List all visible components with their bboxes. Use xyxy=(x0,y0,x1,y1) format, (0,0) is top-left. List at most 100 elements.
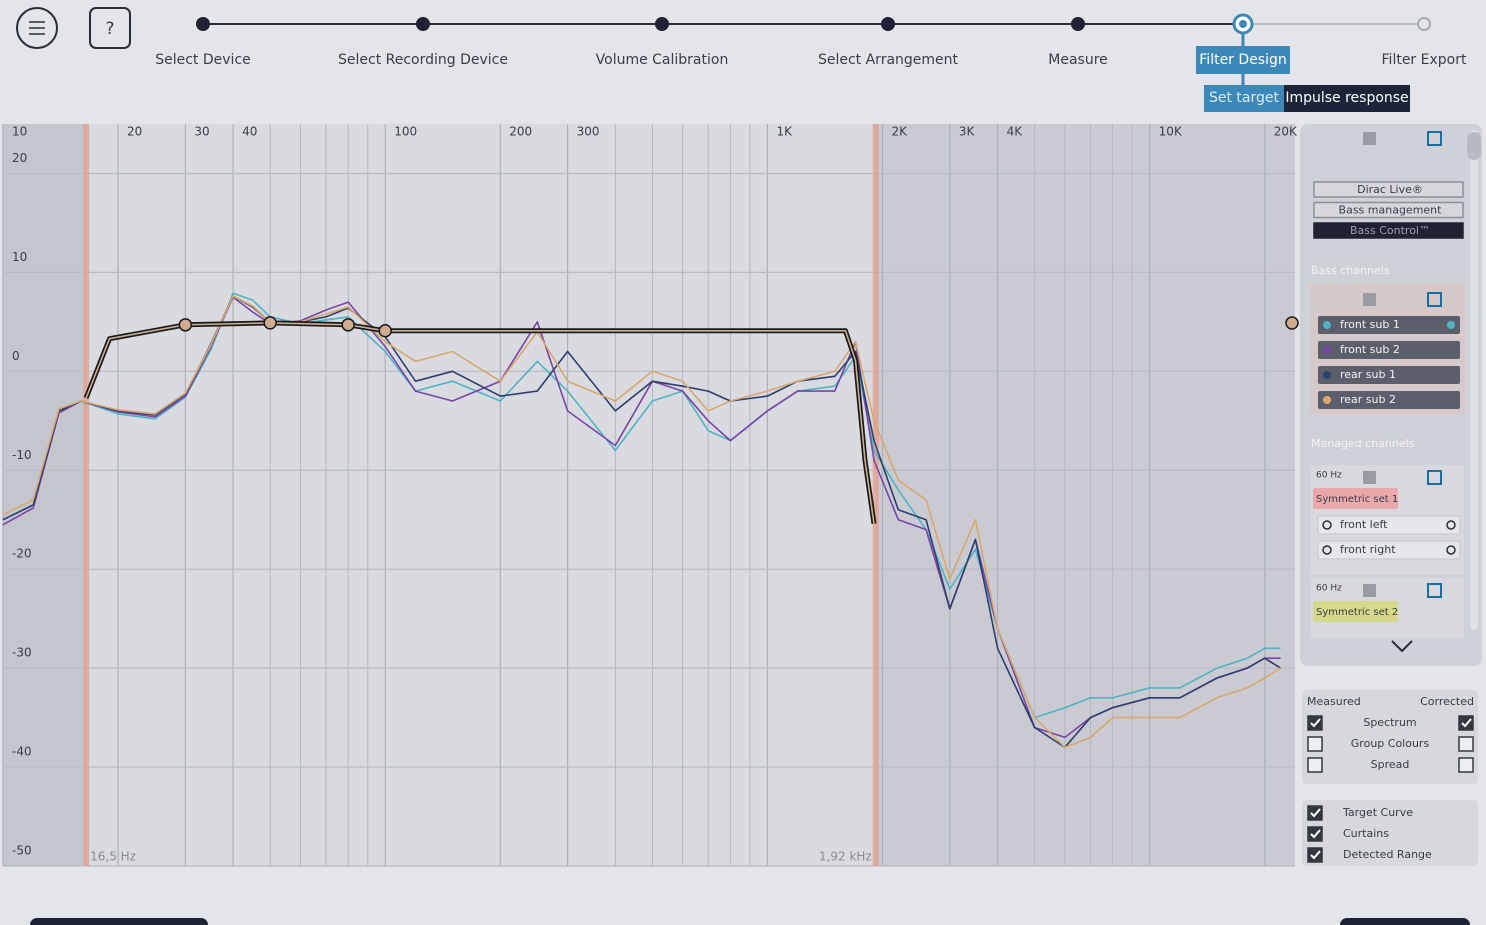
checkbox[interactable] xyxy=(1458,757,1474,773)
x-tick-label: 20K xyxy=(1274,125,1298,139)
channel-panel: Bass channels Managed channels Dirac Liv… xyxy=(1300,124,1482,666)
series-line xyxy=(2,295,1282,749)
step-dot[interactable] xyxy=(416,17,430,31)
option-label: Target Curve xyxy=(1342,806,1413,819)
chevron-down[interactable] xyxy=(1391,640,1413,653)
x-tick-label: 10 xyxy=(12,125,27,139)
channel-label[interactable]: front sub 1 xyxy=(1340,318,1400,331)
bottom-button[interactable] xyxy=(30,918,208,925)
group-tag[interactable] xyxy=(1313,488,1398,509)
channel-label[interactable]: rear sub 1 xyxy=(1340,368,1396,381)
step-dot[interactable] xyxy=(196,17,210,31)
icon[interactable] xyxy=(1427,131,1442,146)
channel-row[interactable] xyxy=(1317,540,1461,560)
checkbox[interactable] xyxy=(1307,715,1323,731)
group-frequency: 60 Hz xyxy=(1316,584,1342,594)
tab[interactable] xyxy=(1204,85,1284,112)
channel-label[interactable]: front left xyxy=(1340,518,1388,531)
mode-label[interactable]: Bass Control™ xyxy=(1350,224,1430,237)
tab-label[interactable]: Impulse response xyxy=(1285,90,1408,106)
icon[interactable] xyxy=(1427,470,1442,485)
step-dot[interactable] xyxy=(1071,17,1085,31)
tab[interactable] xyxy=(1284,85,1410,112)
target-handle[interactable] xyxy=(378,324,392,338)
x-tick-label: 300 xyxy=(577,125,600,139)
target-handle[interactable] xyxy=(263,316,277,330)
column-header: Measured xyxy=(1307,695,1361,708)
step-label[interactable]: Select Device xyxy=(155,52,251,68)
option-label: Spread xyxy=(1371,758,1410,771)
channel-row[interactable] xyxy=(1318,341,1460,359)
channel-label[interactable]: front right xyxy=(1340,543,1396,556)
x-tick-label: 200 xyxy=(509,125,532,139)
group-name[interactable]: Symmetric set 1 xyxy=(1316,494,1398,505)
option-label: Group Colours xyxy=(1351,737,1430,750)
scroll-thumb[interactable] xyxy=(1467,132,1481,160)
channel-row[interactable] xyxy=(1318,366,1460,384)
icon[interactable] xyxy=(1427,583,1442,598)
mode-button[interactable] xyxy=(1313,222,1464,239)
header: ? Select Device Select Recording Device Vo… xyxy=(16,7,1467,112)
icon[interactable] xyxy=(1363,584,1376,597)
curtain[interactable] xyxy=(872,124,879,866)
step-dot[interactable] xyxy=(881,17,895,31)
channel-row[interactable] xyxy=(1318,391,1460,409)
checkmark xyxy=(1310,718,1321,728)
group-name[interactable]: Symmetric set 2 xyxy=(1316,607,1398,618)
x-tick-label: 2K xyxy=(892,125,909,139)
menu-icon xyxy=(29,21,45,35)
group-tag[interactable] xyxy=(1313,601,1398,622)
bottom-button[interactable] xyxy=(1340,918,1470,925)
channel-row[interactable] xyxy=(1317,515,1461,535)
menu-button[interactable] xyxy=(16,7,58,49)
step-label[interactable]: Select Arrangement xyxy=(818,52,959,68)
channel-dot xyxy=(1323,371,1331,379)
step-label[interactable]: Filter Design xyxy=(1199,52,1286,68)
channel-dot xyxy=(1447,321,1455,329)
checkbox[interactable] xyxy=(1307,805,1323,821)
scrollbar[interactable] xyxy=(1470,130,1478,630)
y-tick-label: -40 xyxy=(12,745,32,759)
section-header: Bass channels xyxy=(1311,264,1390,277)
checkbox[interactable] xyxy=(1307,757,1323,773)
curtain[interactable] xyxy=(83,124,90,866)
mode-button[interactable] xyxy=(1313,181,1464,198)
checkmark xyxy=(1461,718,1472,728)
channel-dot xyxy=(1446,520,1456,530)
target-handle[interactable] xyxy=(341,318,355,332)
mode-button[interactable] xyxy=(1313,201,1464,219)
x-tick-label: 1K xyxy=(776,125,793,139)
step-label[interactable]: Select Recording Device xyxy=(338,52,508,68)
step-label[interactable]: Filter Export xyxy=(1382,52,1467,68)
curtain-label: 1,92 kHz xyxy=(819,850,872,864)
mode-label[interactable]: Dirac Live® xyxy=(1357,183,1423,196)
channel-dot xyxy=(1322,520,1332,530)
icon[interactable] xyxy=(1363,471,1376,484)
icon[interactable] xyxy=(1363,293,1376,306)
channel-label[interactable]: rear sub 2 xyxy=(1340,393,1396,406)
channel-label[interactable]: front sub 2 xyxy=(1340,343,1400,356)
target-handle[interactable] xyxy=(178,318,193,332)
tab-label[interactable]: Set target xyxy=(1209,90,1280,106)
checkbox[interactable] xyxy=(1307,847,1323,863)
step-dot[interactable] xyxy=(655,17,669,31)
checkbox[interactable] xyxy=(1458,715,1474,731)
icon[interactable] xyxy=(1363,132,1376,145)
checkbox[interactable] xyxy=(1307,826,1323,842)
checkbox[interactable] xyxy=(1307,736,1323,752)
channel-row[interactable] xyxy=(1318,316,1460,334)
help-label: ? xyxy=(105,19,114,39)
step-label[interactable]: Measure xyxy=(1048,52,1108,68)
icon[interactable] xyxy=(1427,292,1442,307)
chart: 10 20 30 40 100 200 300 1K 2K 3K 4K 10K 20K-50-40-30… xyxy=(2,124,1299,867)
step-dot[interactable] xyxy=(1417,17,1431,31)
y-tick-label: 20 xyxy=(12,151,27,165)
mode-label[interactable]: Bass management xyxy=(1339,204,1443,217)
x-tick-label: 3K xyxy=(959,125,976,139)
help-button[interactable] xyxy=(89,7,131,49)
gain-handle[interactable] xyxy=(1285,316,1299,330)
step-label[interactable]: Volume Calibration xyxy=(596,52,729,68)
x-tick-label: 40 xyxy=(242,125,257,139)
x-tick-label: 4K xyxy=(1007,125,1024,139)
checkbox[interactable] xyxy=(1458,736,1474,752)
